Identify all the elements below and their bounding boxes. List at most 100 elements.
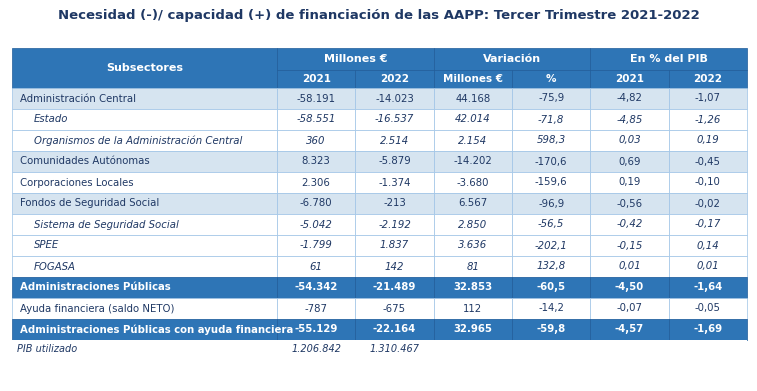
Text: -0,42: -0,42 (616, 219, 643, 230)
Text: -1,07: -1,07 (695, 93, 721, 104)
Bar (355, 256, 434, 277)
Text: 598,3: 598,3 (537, 136, 565, 145)
Text: -1,69: -1,69 (693, 325, 722, 334)
Bar (434, 88, 512, 109)
Text: -0,05: -0,05 (695, 303, 721, 314)
Bar (277, 298, 355, 319)
Bar (277, 340, 355, 358)
Bar (512, 256, 590, 277)
Text: 81: 81 (466, 262, 479, 271)
Bar (277, 256, 355, 277)
Text: %: % (546, 74, 556, 84)
Bar (668, 88, 747, 109)
Text: -4,50: -4,50 (615, 283, 644, 292)
Text: 112: 112 (463, 303, 482, 314)
Text: -21.489: -21.489 (372, 283, 416, 292)
Text: 0,19: 0,19 (618, 178, 640, 188)
Text: -59,8: -59,8 (537, 325, 565, 334)
Text: 32.965: 32.965 (453, 325, 492, 334)
Bar (434, 319, 512, 340)
Bar (355, 235, 434, 256)
Text: -787: -787 (304, 303, 328, 314)
Text: -1,26: -1,26 (695, 115, 721, 124)
Text: 1.310.467: 1.310.467 (369, 344, 419, 354)
Text: -0,17: -0,17 (695, 219, 721, 230)
Bar (434, 130, 512, 151)
Bar (12, 340, 277, 358)
Bar (668, 235, 747, 256)
Text: -4,85: -4,85 (616, 115, 643, 124)
Text: 1.837: 1.837 (380, 240, 409, 251)
Bar (12, 214, 277, 235)
Bar (277, 235, 355, 256)
Bar (277, 277, 355, 298)
Text: 2.306: 2.306 (302, 178, 331, 188)
Bar (512, 151, 590, 172)
Bar (355, 214, 434, 235)
Text: En % del PIB: En % del PIB (630, 54, 708, 64)
Text: -0,15: -0,15 (616, 240, 643, 251)
Text: 44.168: 44.168 (455, 93, 491, 104)
Text: 2.850: 2.850 (458, 219, 488, 230)
Text: Administraciones Públicas: Administraciones Públicas (20, 283, 171, 292)
Bar (434, 340, 512, 358)
Text: 42.014: 42.014 (455, 115, 491, 124)
Text: 360: 360 (307, 136, 326, 145)
Bar (277, 319, 355, 340)
Bar (12, 48, 277, 88)
Bar (355, 319, 434, 340)
Text: -71,8: -71,8 (538, 115, 565, 124)
Bar (668, 277, 747, 298)
Bar (355, 298, 434, 319)
Bar (590, 256, 668, 277)
Bar (12, 193, 277, 214)
Text: -6.780: -6.780 (300, 199, 332, 208)
Text: -4,82: -4,82 (616, 93, 643, 104)
Bar (512, 70, 590, 88)
Text: -0,10: -0,10 (695, 178, 721, 188)
Bar (590, 172, 668, 193)
Text: -56,5: -56,5 (538, 219, 565, 230)
Text: 0,01: 0,01 (618, 262, 641, 271)
Bar (277, 48, 434, 70)
Text: -96,9: -96,9 (538, 199, 564, 208)
Bar (12, 88, 277, 109)
Bar (434, 172, 512, 193)
Bar (512, 193, 590, 214)
Bar (277, 193, 355, 214)
Text: 0,01: 0,01 (696, 262, 719, 271)
Text: -1.374: -1.374 (378, 178, 411, 188)
Bar (668, 193, 747, 214)
Text: -1.799: -1.799 (300, 240, 332, 251)
Text: -0,45: -0,45 (695, 156, 721, 167)
Bar (590, 151, 668, 172)
Text: -3.680: -3.680 (456, 178, 489, 188)
Bar (590, 48, 747, 70)
Bar (355, 130, 434, 151)
Bar (512, 340, 590, 358)
Text: -4,57: -4,57 (615, 325, 644, 334)
Bar (590, 193, 668, 214)
Bar (434, 235, 512, 256)
Bar (434, 277, 512, 298)
Text: -202,1: -202,1 (534, 240, 568, 251)
Text: Administraciones Públicas con ayuda financiera: Administraciones Públicas con ayuda fina… (20, 324, 293, 335)
Text: 132,8: 132,8 (537, 262, 565, 271)
Bar (590, 277, 668, 298)
Text: 2021: 2021 (615, 74, 644, 84)
Bar (277, 130, 355, 151)
Bar (434, 151, 512, 172)
Text: Millones €: Millones € (443, 74, 503, 84)
Text: SPEE: SPEE (34, 240, 59, 251)
Bar (668, 298, 747, 319)
Bar (12, 277, 277, 298)
Text: Estado: Estado (34, 115, 68, 124)
Bar (512, 298, 590, 319)
Bar (12, 172, 277, 193)
Text: -0,56: -0,56 (616, 199, 643, 208)
Bar (355, 88, 434, 109)
Text: -58.551: -58.551 (297, 115, 336, 124)
Text: -54.342: -54.342 (294, 283, 338, 292)
Text: -55.129: -55.129 (294, 325, 338, 334)
Text: Variación: Variación (483, 54, 541, 64)
